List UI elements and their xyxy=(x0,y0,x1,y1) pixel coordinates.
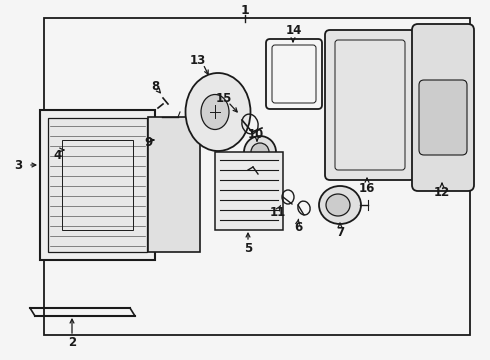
Text: 9: 9 xyxy=(144,135,152,149)
Ellipse shape xyxy=(244,136,276,168)
Ellipse shape xyxy=(251,143,269,161)
Text: 13: 13 xyxy=(190,54,206,67)
Ellipse shape xyxy=(319,186,361,224)
Bar xyxy=(62,140,133,230)
Text: 2: 2 xyxy=(68,336,76,348)
Text: 16: 16 xyxy=(359,181,375,194)
Bar xyxy=(148,117,200,252)
Text: 12: 12 xyxy=(434,185,450,198)
Text: 5: 5 xyxy=(244,242,252,255)
FancyBboxPatch shape xyxy=(325,30,415,180)
Bar xyxy=(48,118,147,252)
Text: 14: 14 xyxy=(286,23,302,36)
Bar xyxy=(44,18,470,335)
Ellipse shape xyxy=(326,194,350,216)
Text: 11: 11 xyxy=(270,206,286,219)
Text: 10: 10 xyxy=(248,127,264,140)
Bar xyxy=(40,110,155,260)
Text: 6: 6 xyxy=(294,220,302,234)
Bar xyxy=(215,152,283,230)
Text: 8: 8 xyxy=(151,80,159,93)
FancyBboxPatch shape xyxy=(419,80,467,155)
Ellipse shape xyxy=(201,95,229,130)
Text: 15: 15 xyxy=(216,91,232,104)
Text: 1: 1 xyxy=(241,4,249,17)
Text: 3: 3 xyxy=(14,158,22,171)
Ellipse shape xyxy=(186,73,250,151)
Text: 4: 4 xyxy=(54,149,62,162)
FancyBboxPatch shape xyxy=(412,24,474,191)
Text: 7: 7 xyxy=(336,225,344,239)
